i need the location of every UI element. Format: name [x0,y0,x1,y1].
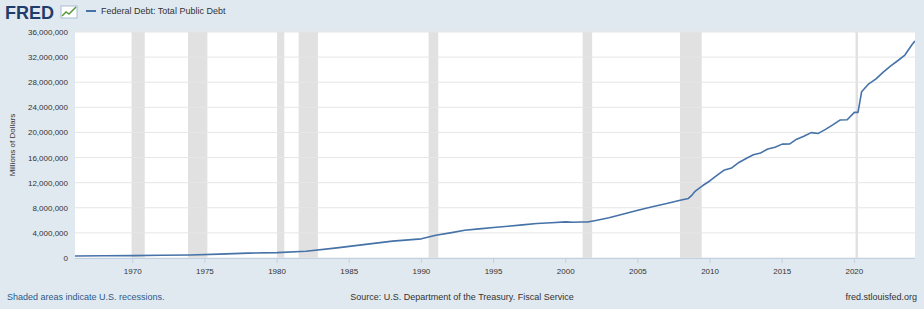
x-tick-label: 2000 [557,267,575,276]
recession-band [299,32,318,258]
grid-line [75,207,915,208]
source: Source: U.S. Department of the Treasury.… [350,292,573,302]
recession-band [680,32,702,258]
grid-line [75,82,915,83]
x-axis [75,258,915,259]
x-tick-label: 1985 [340,267,358,276]
brand-logo: FRED [5,3,54,23]
recession-band [856,32,858,258]
x-tick [277,258,278,263]
x-tick-label: 1995 [485,267,503,276]
brand-icon [61,6,77,18]
y-tick-label: 28,000,000 [28,78,69,87]
x-tick [565,258,566,263]
series-group [75,41,915,256]
grid-line [75,258,915,259]
recession-group [132,32,858,258]
x-tick [132,258,133,263]
legend-label: Federal Debt: Total Public Debt [101,6,226,16]
y-tick-label: 8,000,000 [32,204,68,213]
grid-line [75,32,915,33]
footnote: Shaded areas indicate U.S. recessions. [7,292,165,302]
grid-line [75,182,915,183]
y-tick-label: 12,000,000 [28,179,69,188]
chart: 0 4,000,000 8,000,000 12,000,000 16,000,000 2… [0,0,924,309]
x-tick [854,258,855,263]
y-tick-label: 16,000,000 [28,154,69,163]
recession-band [583,32,593,258]
x-tick [637,258,638,263]
grid-line [75,157,915,158]
y-tick-label: 36,000,000 [28,28,69,37]
x-tick [493,258,494,263]
x-tick [204,258,205,263]
grid-line [75,232,915,233]
grid-line [75,57,915,58]
recession-band [429,32,439,258]
y-tick-label: 32,000,000 [28,53,69,62]
plot-area [75,32,915,258]
x-tick-label: 2010 [701,267,719,276]
x-tick-label: 1990 [412,267,430,276]
recession-band [277,32,284,258]
x-tick-label: 2015 [773,267,791,276]
website: fred.stlouisfed.org [845,292,917,302]
brand-icon-box [61,6,77,18]
x-tick [710,258,711,263]
grid-line [75,107,915,108]
y-tick-label: 24,000,000 [28,103,69,112]
y-axis-label: Millions of Dollars [8,114,17,177]
x-tick [349,258,350,263]
series-line [75,41,915,256]
x-tick-label: 1975 [196,267,214,276]
x-tick-label: 1970 [124,267,142,276]
x-tick-label: 1980 [268,267,286,276]
y-tick-label: 20,000,000 [28,128,69,137]
x-tick [421,258,422,263]
y-tick-label: 0 [64,254,69,263]
recession-band [188,32,207,258]
y-tick-label: 4,000,000 [32,229,68,238]
grid-line [75,132,915,133]
recession-band [132,32,145,258]
brand-icon-line [62,7,76,16]
x-tick [782,258,783,263]
x-tick-label: 2005 [629,267,647,276]
legend-swatch [86,10,96,12]
x-tick-label: 2020 [845,267,863,276]
